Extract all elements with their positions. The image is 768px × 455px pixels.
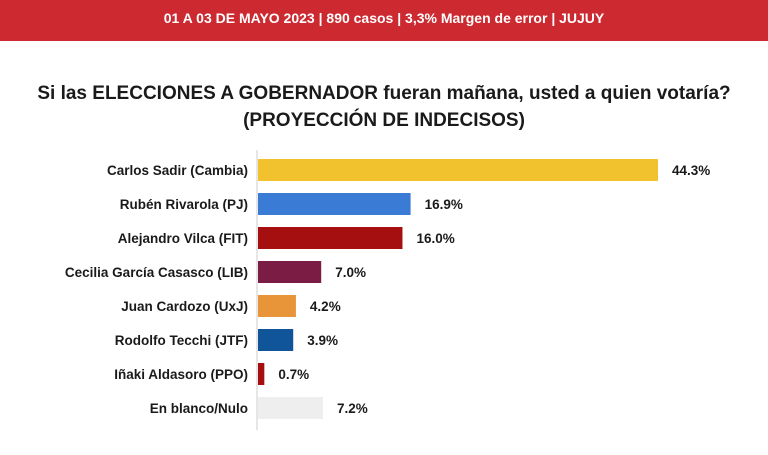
- value-label: 4.2%: [310, 299, 341, 314]
- bar-chart: Carlos Sadir (Cambia) 44.3% Rubén Rivarola…: [65, 150, 710, 430]
- value-label: 16.9%: [425, 197, 463, 212]
- bar: [258, 261, 322, 283]
- bar: [258, 193, 411, 215]
- chart-subtitle: (PROYECCIÓN DE INDECISOS): [243, 110, 525, 131]
- value-label: 44.3%: [672, 163, 710, 178]
- bar: [258, 159, 658, 181]
- category-label: En blanco/Nulo: [150, 401, 248, 416]
- bar: [258, 329, 294, 351]
- value-label: 16.0%: [416, 231, 454, 246]
- chart-title: Si las ELECCIONES A GOBERNADOR fueran ma…: [37, 83, 731, 104]
- bar: [258, 397, 324, 419]
- category-label: Juan Cardozo (UxJ): [121, 299, 248, 314]
- value-label: 7.2%: [337, 401, 368, 416]
- category-label: Alejandro Vilca (FIT): [118, 231, 248, 246]
- value-label: 3.9%: [307, 333, 338, 348]
- category-label: Rodolfo Tecchi (JTF): [115, 333, 248, 348]
- category-label: Iñaki Aldasoro (PPO): [114, 367, 248, 382]
- chart-title-block: Si las ELECCIONES A GOBERNADOR fueran ma…: [0, 80, 768, 134]
- bar: [258, 295, 296, 317]
- bar: [258, 363, 265, 385]
- value-label: 0.7%: [278, 367, 309, 382]
- header-bar: [0, 0, 768, 41]
- value-label: 7.0%: [335, 265, 366, 280]
- header-text: 01 A 03 DE MAYO 2023 | 890 casos | 3,3% …: [163, 10, 605, 26]
- bar: [258, 227, 403, 249]
- category-label: Cecilia García Casasco (LIB): [65, 265, 248, 280]
- bars-group: Carlos Sadir (Cambia) 44.3% Rubén Rivarola…: [65, 159, 710, 419]
- category-label: Rubén Rivarola (PJ): [120, 197, 248, 212]
- category-label: Carlos Sadir (Cambia): [107, 163, 248, 178]
